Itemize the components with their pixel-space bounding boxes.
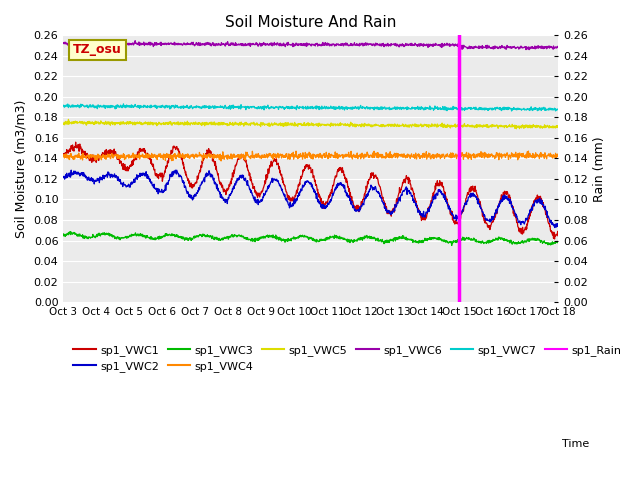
Y-axis label: Soil Moisture (m3/m3): Soil Moisture (m3/m3) (15, 99, 28, 238)
Text: TZ_osu: TZ_osu (73, 43, 122, 56)
Legend: sp1_VWC1, sp1_VWC2, sp1_VWC3, sp1_VWC4, sp1_VWC5, sp1_VWC6, sp1_VWC7, sp1_Rain: sp1_VWC1, sp1_VWC2, sp1_VWC3, sp1_VWC4, … (69, 340, 627, 376)
Text: Time: Time (561, 439, 589, 449)
Y-axis label: Rain (mm): Rain (mm) (593, 136, 606, 202)
Title: Soil Moisture And Rain: Soil Moisture And Rain (225, 15, 396, 30)
